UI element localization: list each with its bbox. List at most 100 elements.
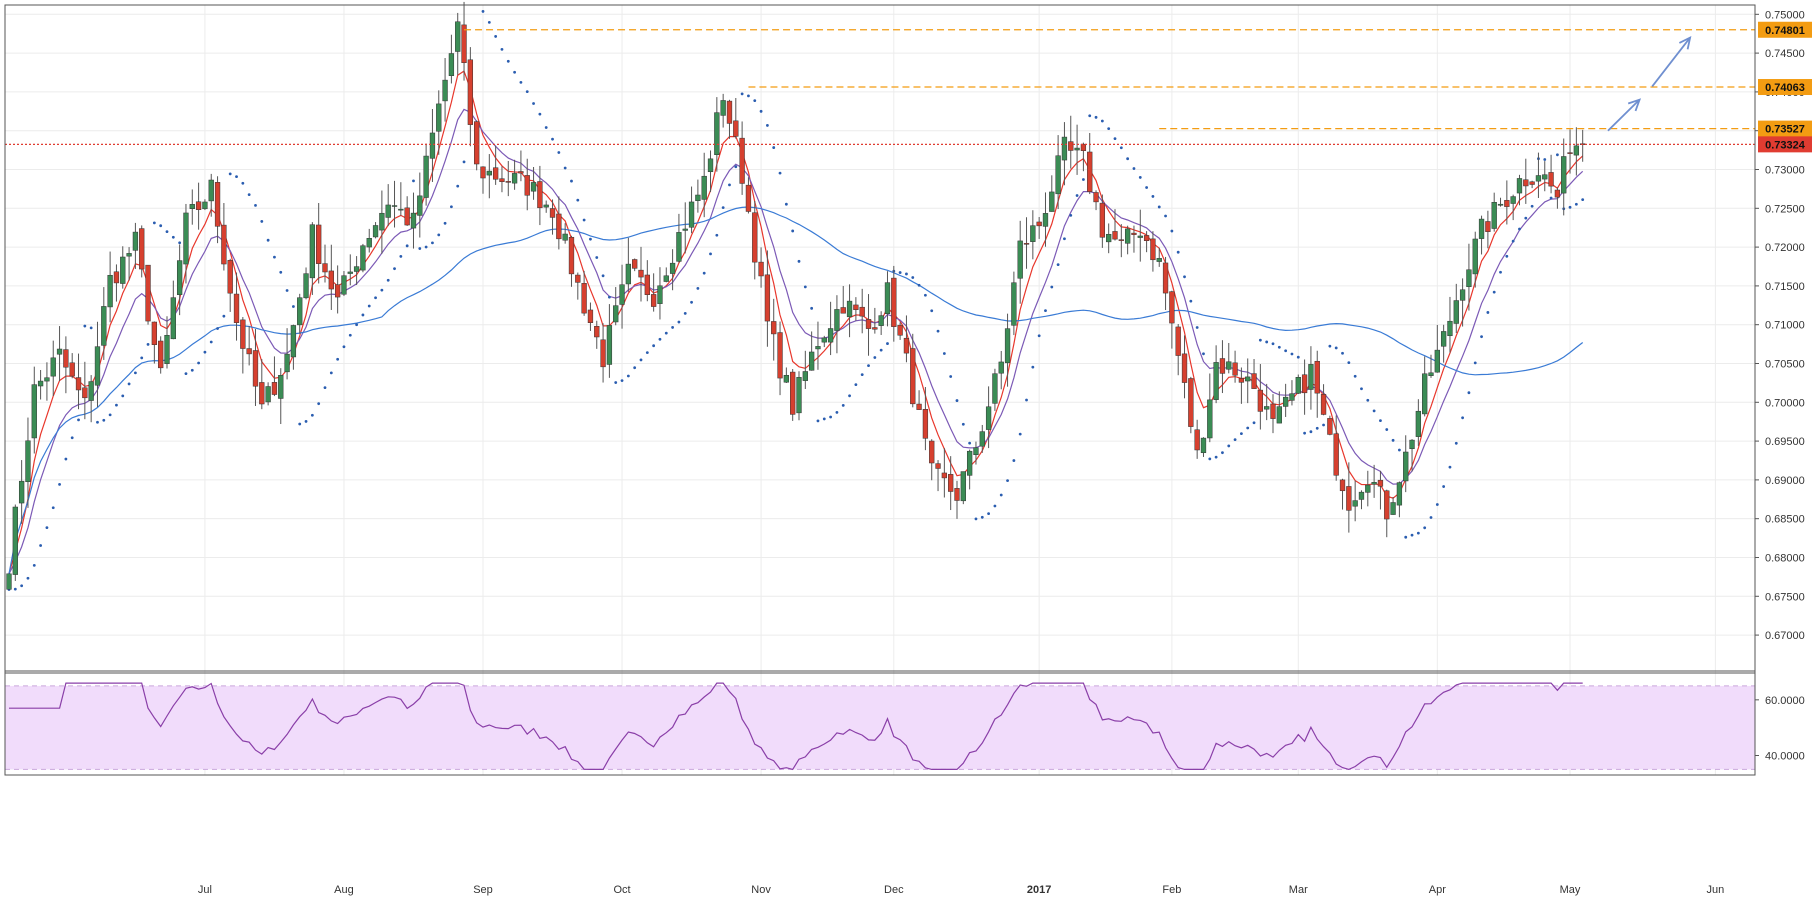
y-tick-label: 0.68500 — [1765, 514, 1805, 526]
sar-dot — [329, 371, 333, 375]
sar-dot — [292, 305, 295, 308]
candle-down — [1068, 141, 1074, 151]
sar-dot — [424, 245, 428, 249]
sar-dot — [1025, 398, 1028, 402]
sar-dot — [1461, 416, 1464, 420]
candle-up — [176, 260, 183, 295]
sar-dot — [1480, 335, 1483, 339]
candle-down — [1314, 360, 1320, 394]
candle-down — [492, 167, 499, 180]
candle-down — [113, 271, 120, 284]
sar-dot — [1094, 115, 1098, 119]
candle-down — [240, 319, 246, 349]
candle-up — [265, 386, 271, 403]
candle-down — [853, 304, 859, 310]
sar-dot — [747, 94, 750, 98]
sar-dot — [273, 255, 276, 259]
candle-up — [347, 271, 353, 274]
sar-dot — [993, 504, 997, 508]
candle-up — [562, 233, 568, 241]
candle-up — [1371, 482, 1377, 485]
candle-down — [467, 59, 474, 125]
sar-dot — [942, 352, 946, 355]
candle-up — [297, 297, 303, 326]
sar-dot — [645, 351, 649, 354]
x-tick-label: Jul — [198, 884, 212, 896]
sar-dot — [1379, 419, 1382, 422]
y-tick-label: 0.69000 — [1765, 475, 1805, 487]
sar-dot — [115, 403, 118, 407]
candle-down — [600, 339, 606, 368]
sar-dot — [399, 254, 403, 258]
candle-up — [1207, 399, 1213, 439]
sar-dot — [323, 386, 327, 390]
candle-up — [714, 112, 720, 155]
candle-down — [461, 24, 467, 63]
sar-dot — [89, 326, 93, 330]
sar-dot — [614, 381, 618, 384]
price-label-bg — [1758, 79, 1812, 96]
sar-dot — [165, 230, 169, 234]
candle-up — [979, 431, 985, 447]
sar-dot — [608, 295, 611, 299]
sar-dot — [1568, 205, 1572, 209]
candle-down — [1327, 418, 1333, 435]
candle-up — [543, 204, 549, 208]
candle-up — [511, 173, 518, 184]
candle-down — [1485, 221, 1491, 232]
candle-down — [227, 260, 233, 294]
candle-up — [808, 351, 815, 371]
candle-up — [1061, 136, 1068, 161]
candle-up — [1440, 331, 1447, 347]
candle-up — [37, 380, 44, 387]
sar-dot — [247, 193, 251, 197]
sar-dot — [380, 288, 384, 292]
candle-up — [391, 205, 398, 207]
sar-dot — [1006, 479, 1009, 482]
sar-dot — [96, 420, 99, 424]
candle-up — [341, 275, 347, 295]
candle-down — [259, 382, 265, 405]
sar-dot — [519, 80, 523, 84]
candle-down — [1333, 433, 1339, 476]
sar-dot — [1119, 146, 1123, 150]
sar-dot — [1290, 352, 1294, 356]
sar-dot — [197, 361, 201, 365]
sar-dot — [254, 203, 257, 207]
rsi-y-tick-label: 60.0000 — [1765, 695, 1805, 707]
sar-dot — [633, 366, 637, 370]
sar-dot — [235, 175, 238, 179]
sar-dot — [1435, 503, 1439, 506]
sar-dot — [450, 205, 453, 209]
candle-down — [1143, 235, 1150, 241]
candle-up — [1352, 500, 1358, 507]
y-tick-label: 0.70000 — [1765, 397, 1805, 409]
sar-dot — [1107, 127, 1111, 131]
candle-down — [1251, 373, 1257, 389]
sar-dot — [304, 420, 308, 423]
sar-dot — [1581, 198, 1585, 201]
candle-down — [632, 259, 638, 269]
candle-up — [1497, 203, 1504, 206]
x-tick-label: Jun — [1707, 884, 1725, 896]
sar-dot — [367, 304, 371, 308]
candle-down — [1384, 490, 1390, 520]
candle-up — [1415, 410, 1422, 437]
sar-dot — [1221, 451, 1224, 455]
candle-up — [1447, 320, 1453, 337]
sar-dot — [835, 410, 839, 414]
candle-up — [189, 204, 195, 209]
candle-down — [897, 324, 903, 336]
sar-dot — [1100, 119, 1104, 123]
sar-dot — [582, 218, 586, 222]
sar-dot — [1056, 263, 1060, 267]
candle-up — [1453, 300, 1459, 324]
candle-up — [88, 381, 94, 401]
sar-dot — [83, 324, 87, 328]
candle-down — [1523, 179, 1529, 187]
candle-up — [701, 175, 707, 200]
x-tick-label: 2017 — [1027, 884, 1051, 896]
sar-dot — [968, 441, 972, 445]
candle-down — [158, 340, 164, 369]
candle-down — [82, 387, 88, 399]
